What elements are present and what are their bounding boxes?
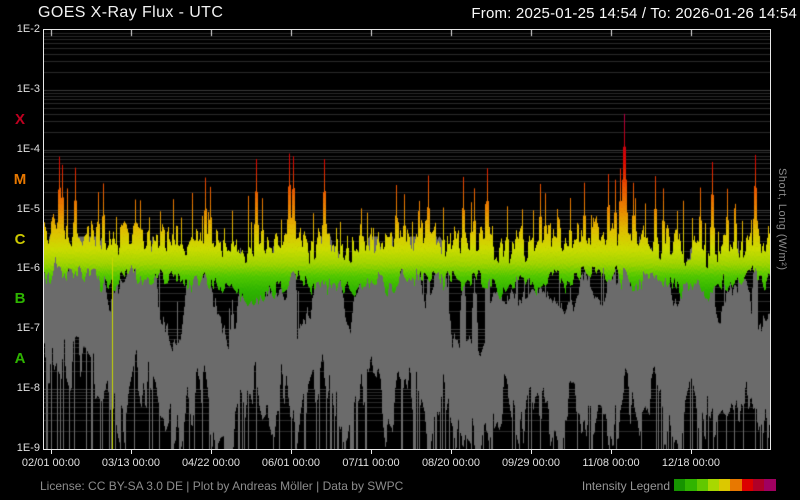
y-tick-label: 1E-7 xyxy=(16,322,40,335)
x-tick-mark xyxy=(370,449,372,454)
flux-plot-canvas xyxy=(44,30,770,449)
y-tick-label: 1E-3 xyxy=(16,82,40,95)
class-label-b: B xyxy=(14,290,26,308)
x-tick-mark xyxy=(690,449,692,454)
y-tick-label: 1E-2 xyxy=(16,23,40,35)
legend-color-swatch xyxy=(685,479,697,491)
x-tick-mark xyxy=(451,449,452,454)
legend-color-swatch xyxy=(674,479,686,491)
x-tick-label: 04/22 00:00 xyxy=(181,457,241,469)
x-tick-label: 09/29 00:00 xyxy=(501,457,561,469)
x-tick-mark xyxy=(130,449,132,454)
date-range-label: From: 2025-01-25 14:54 / To: 2026-01-26 … xyxy=(471,5,797,22)
x-tick-label: 07/11 00:00 xyxy=(342,457,400,469)
right-axis-label: Short, Long (W/m²) xyxy=(776,168,788,271)
class-label-a: A xyxy=(14,350,26,368)
intensity-legend-label: Intensity Legend xyxy=(581,479,670,493)
x-tick-label: 06/01 00:00 xyxy=(261,457,321,469)
x-tick-mark xyxy=(50,449,52,454)
intensity-legend-bar xyxy=(674,479,776,491)
x-tick-label: 11/08 00:00 xyxy=(582,457,640,469)
x-tick-label: 12/18 00:00 xyxy=(661,457,721,469)
x-tick-mark xyxy=(531,449,532,454)
y-tick-label: 1E-8 xyxy=(16,382,40,395)
x-tick-mark xyxy=(290,449,292,454)
plot-area xyxy=(43,29,771,450)
legend-color-swatch xyxy=(753,479,765,491)
legend-color-swatch xyxy=(696,479,708,491)
page-title: GOES X-Ray Flux - UTC xyxy=(38,4,224,21)
legend-color-swatch xyxy=(741,479,754,491)
class-label-x: X xyxy=(14,110,25,128)
y-tick-label: 1E-4 xyxy=(16,142,40,155)
legend-color-swatch xyxy=(730,479,742,491)
x-tick-label: 03/13 00:00 xyxy=(101,457,161,469)
x-tick-mark xyxy=(610,449,612,454)
class-label-m: M xyxy=(13,170,27,188)
legend-color-swatch xyxy=(707,479,720,491)
legend-color-swatch xyxy=(764,479,776,491)
legend-color-swatch xyxy=(719,479,731,491)
x-tick-mark xyxy=(211,449,212,454)
y-tick-label: 1E-9 xyxy=(16,442,40,454)
x-tick-label: 02/01 00:00 xyxy=(21,457,81,469)
x-tick-label: 08/20 00:00 xyxy=(421,457,481,469)
license-text: License: CC BY-SA 3.0 DE | Plot by Andre… xyxy=(40,479,404,493)
class-label-c: C xyxy=(14,230,26,248)
y-tick-label: 1E-6 xyxy=(16,262,40,275)
y-tick-label: 1E-5 xyxy=(16,202,40,215)
